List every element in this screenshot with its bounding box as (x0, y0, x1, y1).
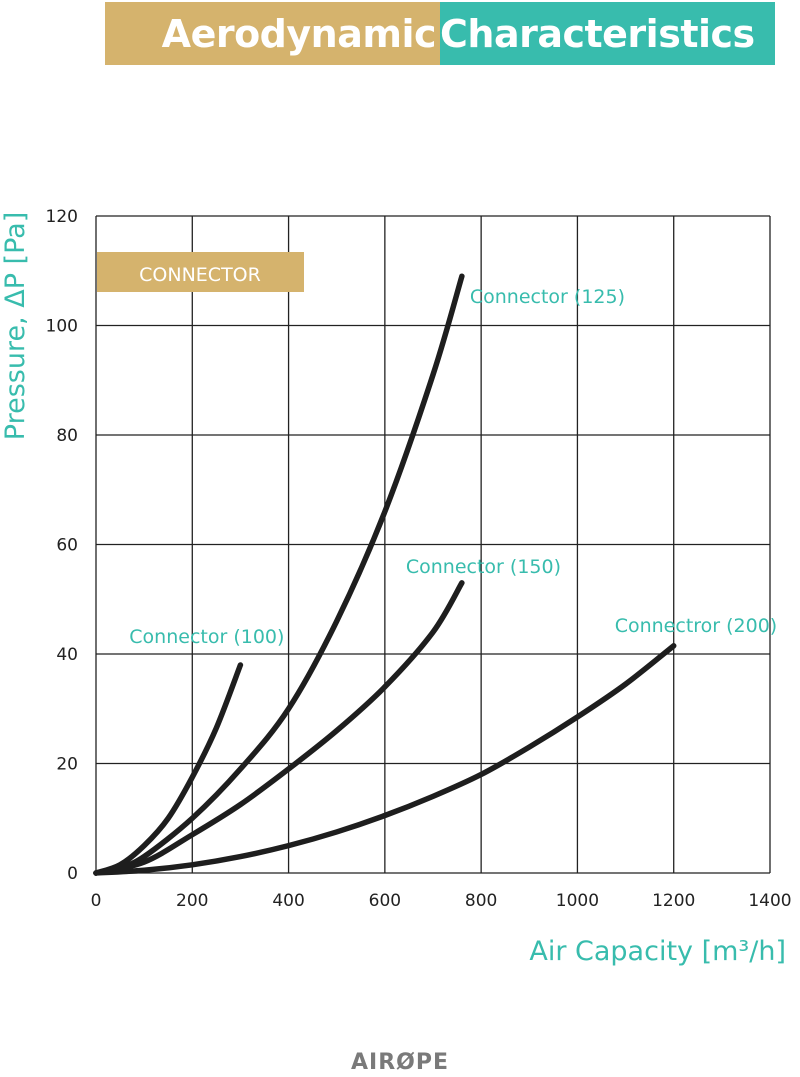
x-tick-label: 600 (369, 891, 401, 911)
series-label-2: Connector (150) (406, 556, 561, 578)
connector-badge: CONNECTOR (139, 264, 261, 286)
title-banner-gold: Aerodynamic (105, 2, 440, 65)
x-tick-label: 1000 (556, 891, 599, 911)
series-line-2 (93, 580, 465, 876)
x-axis-title: Air Capacity [m³/h] (529, 936, 786, 967)
y-tick-label: 80 (56, 426, 78, 446)
series-label-0: Connector (100) (129, 626, 284, 648)
y-tick-labels: 0 20 40 60 80 100 120 (46, 207, 78, 884)
x-tick-labels: 0 200 400 600 800 1000 1200 1400 (91, 891, 792, 911)
title-part2: Characteristics (440, 11, 755, 56)
y-tick-label: 40 (56, 645, 78, 665)
series-line-1 (93, 273, 465, 876)
x-tick-label: 1400 (748, 891, 791, 911)
series-label-1: Connector (125) (470, 286, 625, 308)
y-tick-label: 60 (56, 536, 78, 556)
pressure-chart: 0 200 400 600 800 1000 1200 1400 0 20 40 60 80 100 12… (0, 207, 792, 967)
series-label-3: Connectror (200) (615, 615, 778, 637)
x-tick-label: 1200 (652, 891, 695, 911)
connector-badge-bg (97, 252, 304, 292)
y-tick-label: 20 (56, 755, 78, 775)
series-curves (93, 273, 677, 876)
title-banner: Aerodynamic Characteristics (105, 2, 775, 65)
y-tick-label: 100 (46, 317, 78, 337)
airope-logo: AIRØPE (350, 1050, 449, 1075)
x-tick-label: 400 (272, 891, 304, 911)
x-tick-label: 800 (465, 891, 497, 911)
x-tick-label: 0 (91, 891, 102, 911)
title-part1: Aerodynamic (161, 11, 437, 56)
series-line-3 (93, 643, 677, 876)
series-labels: Connector (100) Connector (125) Connector … (129, 286, 777, 648)
y-tick-label: 0 (67, 864, 78, 884)
title-banner-teal: Characteristics (440, 2, 775, 65)
chart-grid (95, 215, 771, 874)
x-tick-label: 200 (176, 891, 208, 911)
y-tick-label: 120 (46, 207, 78, 227)
y-axis-title: Pressure, ΔP [Pa] (0, 212, 31, 440)
